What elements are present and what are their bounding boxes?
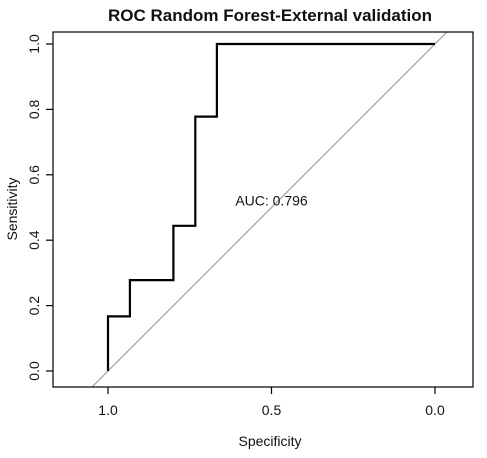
chart-title: ROC Random Forest-External validation <box>108 6 432 25</box>
x-tick-label: 0.0 <box>425 402 445 418</box>
x-axis: 1.0 0.5 0.0 <box>98 387 445 418</box>
reference-diagonal-line <box>91 32 448 387</box>
reference-diagonal-layer <box>91 32 448 387</box>
roc-curve-layer <box>106 42 435 371</box>
annotation-layer: AUC: 0.796 <box>235 193 308 209</box>
y-tick-label: 0.8 <box>26 99 42 119</box>
plot-frame <box>52 31 474 388</box>
y-tick-label: 0.2 <box>26 296 42 316</box>
y-tick-label: 0.0 <box>26 361 42 381</box>
x-tick-label: 0.5 <box>262 402 282 418</box>
roc-curve-line <box>106 42 435 371</box>
y-tick-label: 0.6 <box>26 165 42 185</box>
x-axis-label: Specificity <box>238 433 301 449</box>
y-axis: 0.0 0.2 0.4 0.6 0.8 1.0 <box>26 34 53 381</box>
y-axis-label: Sensitivity <box>4 177 20 240</box>
auc-annotation: AUC: 0.796 <box>235 193 308 209</box>
y-tick-label: 0.4 <box>26 230 42 250</box>
x-tick-label: 1.0 <box>98 402 118 418</box>
y-tick-label: 1.0 <box>26 34 42 54</box>
